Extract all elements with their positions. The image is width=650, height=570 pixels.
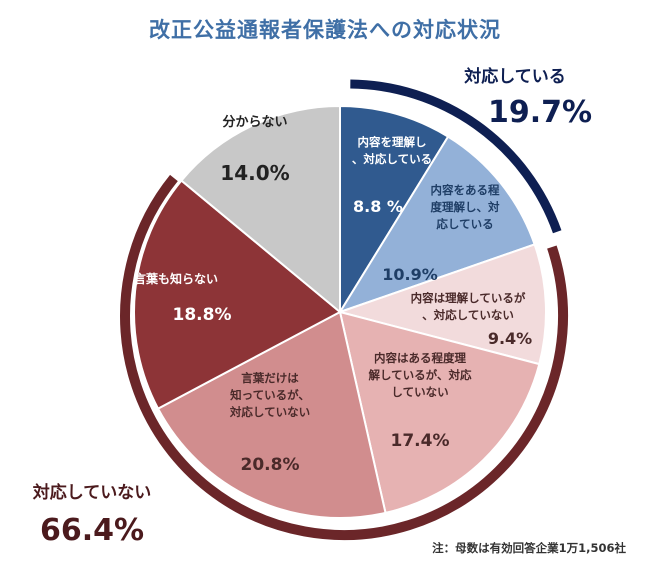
pie-slice-1 (339, 104, 450, 316)
slice-label-6: 言葉も知らない (134, 271, 218, 286)
slice-value-1: 8.8 % (353, 197, 403, 216)
slice-label-5-line-1: 言葉だけは (241, 371, 299, 385)
group-arc-not-responding (120, 174, 568, 540)
pie-slice-2 (337, 135, 536, 314)
slice-label-2-line-3: 応している (436, 217, 493, 231)
slice-value-7: 14.0% (220, 161, 289, 185)
slice-label-2-line-1: 内容をある程 (431, 183, 500, 197)
slice-label-4-line-2: 解しているが、対応 (369, 368, 472, 382)
group-arc-responding (350, 79, 562, 234)
slice-value-4: 17.4% (391, 431, 450, 451)
group-value-not-responding: 66.4% (40, 513, 144, 548)
slice-label-5-line-3: 対応していない (229, 405, 310, 419)
slice-label-1-line-1: 内容を理解し (358, 135, 427, 149)
slice-label-1-line-2: 、対応している (352, 152, 432, 166)
slice-label-5-line-2: 知っているが、 (229, 388, 310, 402)
pie-slice-3 (336, 243, 547, 366)
slice-value-2: 10.9% (382, 265, 438, 284)
pie-slice-7 (179, 104, 341, 315)
pie-slice-6 (133, 179, 342, 410)
slice-value-5: 20.8% (241, 455, 300, 475)
slice-value-3: 9.4% (488, 329, 532, 348)
slice-label-3-line-2: 、対応していない (422, 308, 514, 322)
pie-slice-5 (156, 310, 387, 519)
group-value-responding: 19.7% (488, 95, 592, 130)
slice-value-6: 18.8% (173, 305, 232, 325)
slice-label-3-line-1: 内容は理解しているが (411, 291, 526, 305)
footnote: 注：母数は有効回答企業1万1,506社 (432, 541, 626, 555)
slice-label-7: 分からない (222, 114, 287, 130)
slice-label-4-line-1: 内容はある程度理 (374, 351, 466, 365)
group-label-responding: 対応している (463, 66, 566, 87)
slice-label-4-line-3: していない (391, 385, 448, 399)
chart-title: 改正公益通報者保護法への対応状況 (149, 18, 501, 42)
pie-slice-4 (338, 310, 541, 515)
group-label-not-responding: 対応していない (32, 482, 152, 503)
slice-label-2-line-2: 度理解し、対 (431, 200, 500, 214)
